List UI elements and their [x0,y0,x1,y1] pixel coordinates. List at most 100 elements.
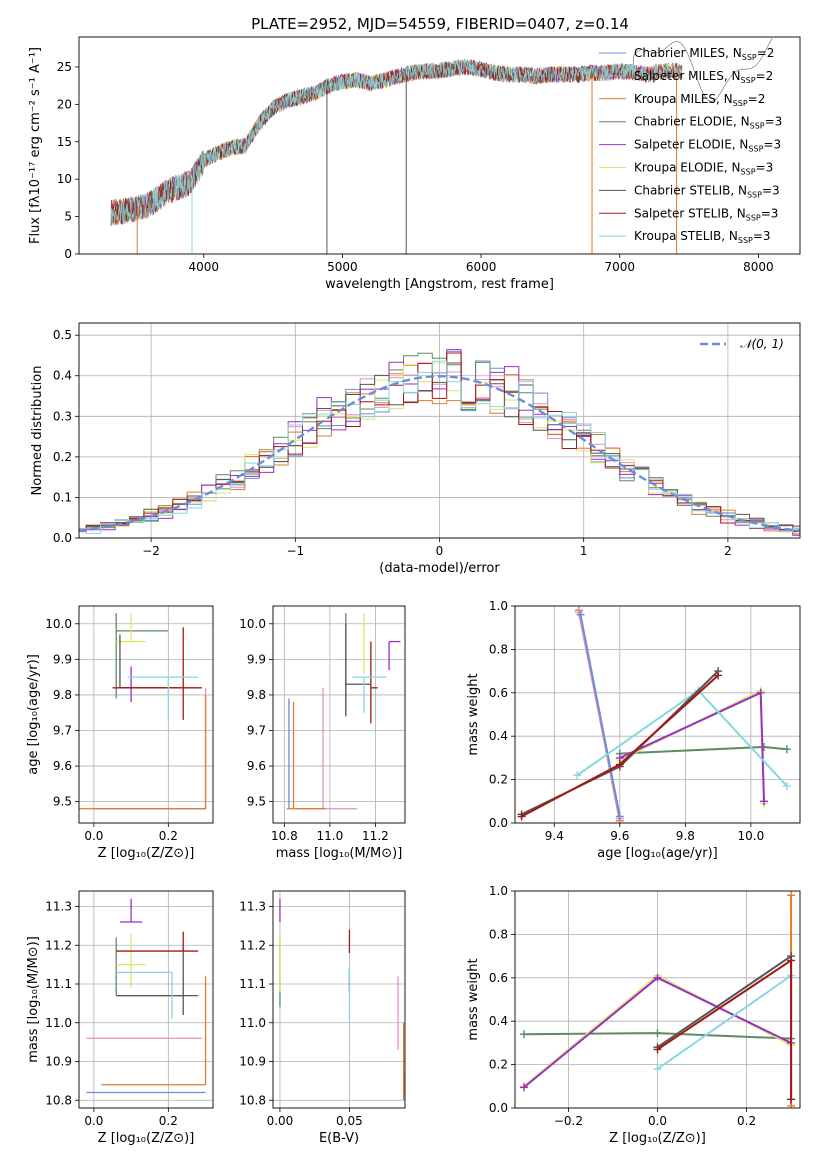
y-tick-label: 1.0 [489,884,508,898]
series-line [656,955,792,1049]
y-tick-label: 11.1 [45,977,72,991]
point-marker [653,1045,662,1054]
axes-frame [514,890,801,1109]
x-tick-label: −2 [142,544,160,558]
y-axis-label: Flux [fλ10⁻¹⁷ erg cm⁻² s⁻¹ A⁻¹] [28,47,43,244]
y-tick-label: 9.7 [247,724,266,738]
legend-label: Kroupa STELIB, NSSP=3 [634,229,771,245]
x-axis-label: E(B-V) [319,1131,359,1146]
legend-label: Kroupa ELODIE, NSSP=3 [634,161,773,177]
point-marker [759,743,768,752]
histogram-series [79,350,800,533]
plot-area [79,613,207,810]
x-tick-label: 9.8 [676,829,695,843]
data-point [116,933,146,988]
axes-mass-vs-EBV: 0.00 0.05 10.8 10.9 11.0 11.1 11.2 11.3 E(B-V) [239,890,406,1146]
x-tick-label: 4000 [189,260,220,274]
point-marker [653,1029,662,1038]
data-point [116,931,199,952]
point-marker [615,812,624,821]
point-marker [759,797,768,806]
axes-mass-vs-Z: 0.0 0.2 10.8 10.9 11.0 11.1 11.2 11.3 Z [log₁₀(Z… [26,890,214,1146]
y-tick-label: 20 [57,97,72,111]
axes-frame [272,605,406,824]
data-point [116,971,173,1019]
data-point [127,676,199,720]
y-tick-label: 11.2 [45,938,72,952]
axes-spectrum: 4000 5000 6000 7000 8000 0 5 10 15 20 25 wavelength… [28,36,801,292]
point-marker [519,1030,528,1039]
y-tick-label: 0 [64,247,72,261]
x-tick-label: 9.6 [610,829,629,843]
axes-age-vs-Z: 0.0 0.2 9.5 9.6 9.7 9.8 9.9 10.0 Z [log₁₀(Z/Z⊙)]… [26,605,214,861]
y-tick-label: 0.0 [53,531,72,545]
x-tick-label: 9.4 [545,829,564,843]
y-tick-label: 9.8 [53,688,72,702]
point-marker [653,1064,662,1073]
y-axis-label: mass [log₁₀(M/M⊙)] [26,936,41,1063]
y-tick-label: 9.9 [53,652,72,666]
x-tick-label: 0.00 [267,1114,294,1128]
plot-area [110,37,773,254]
data-point [116,949,199,1015]
y-tick-label: 9.6 [53,759,72,773]
y-tick-label: 0.2 [53,450,72,464]
y-tick-label: 0.5 [53,328,72,342]
y-tick-label: 10.0 [239,617,266,631]
y-tick-label: 10.8 [239,1093,266,1107]
data-point [370,641,378,724]
axes-frame [78,605,214,824]
data-point [119,898,143,923]
data-point [345,623,371,717]
y-tick-label: 0.4 [489,729,508,743]
point-marker [573,771,582,780]
point-marker [653,973,662,982]
x-tick-label: 1 [580,544,588,558]
x-tick-label: 0.0 [84,829,103,843]
y-tick-label: 0.2 [489,773,508,787]
point-marker [787,891,796,900]
x-tick-label: 10.0 [738,829,765,843]
axes-frame [514,605,801,824]
point-marker [519,1083,528,1092]
y-tick-label: 0.2 [489,1058,508,1072]
x-tick-label: 0.2 [159,1114,178,1128]
x-tick-label: 2 [724,544,732,558]
legend-label: Kroupa MILES, NSSP=2 [634,92,765,108]
y-tick-label: 0.8 [489,927,508,941]
legend-label: Salpeter MILES, NSSP=2 [634,69,773,85]
data-point [112,627,202,720]
x-tick-label: 0 [436,544,444,558]
axes-residuals: −2 −1 0 1 2 0.0 0.1 0.2 0.3 0.4 0.5 (data-model)/er… [30,322,801,576]
x-tick-label: 7000 [604,260,635,274]
legend-label: Chabrier STELIB, NSSP=3 [634,183,780,199]
x-tick-label: 11.2 [362,829,389,843]
point-marker [782,782,791,791]
y-tick-label: 11.0 [239,1016,266,1030]
x-tick-label: 5000 [327,260,358,274]
y-tick-label: 9.5 [247,795,266,809]
y-axis-label: Normed distribution [30,366,45,496]
legend-label: Salpeter ELODIE, NSSP=3 [634,138,781,154]
y-tick-label: 0.4 [53,369,72,383]
y-tick-label: 9.5 [53,795,72,809]
y-tick-label: 11.3 [239,900,266,914]
figure-title: PLATE=2952, MJD=54559, FIBERID=0407, z=0… [251,15,629,33]
data-point [116,613,146,643]
y-tick-label: 9.7 [53,724,72,738]
point-marker [787,956,796,965]
axes-age-vs-mass: 10.8 11.0 11.2 9.5 9.6 9.7 9.8 9.9 10.0 mass [log… [239,605,406,861]
x-axis-label: age [log₁₀(age/yr)] [597,846,718,861]
x-tick-label: 6000 [466,260,497,274]
point-marker [517,812,526,821]
x-axis-label: mass [log₁₀(M/M⊙)] [276,846,403,861]
data-point [101,976,207,1086]
legend-label: Chabrier MILES, NSSP=2 [634,46,774,62]
plot-area [86,898,207,1094]
plot-area [79,349,800,536]
x-tick-label: 0.0 [84,1114,103,1128]
legend: Chabrier MILES, NSSP=2 Salpeter MILES, NS… [599,46,782,245]
y-tick-label: 9.9 [247,652,266,666]
y-tick-label: 9.8 [247,688,266,702]
